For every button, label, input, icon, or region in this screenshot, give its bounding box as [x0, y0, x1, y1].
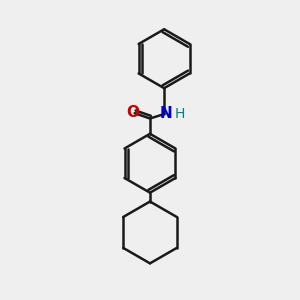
Text: N: N	[159, 106, 172, 121]
Text: H: H	[174, 107, 184, 121]
Text: O: O	[126, 105, 139, 120]
